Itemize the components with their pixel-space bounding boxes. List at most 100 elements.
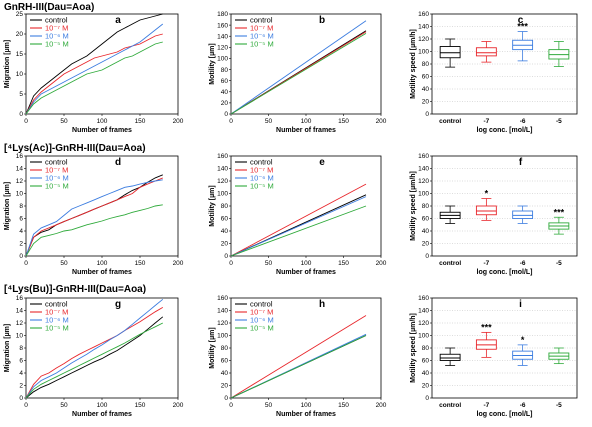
panel-d: 0 2 4 6 8 10 12 14 16 Migration [µm] d 0 50 100 150 200… <box>4 153 184 276</box>
x-axis-label: Number of frames <box>276 127 336 134</box>
legend-label-1e-6: 10⁻⁶ M <box>45 316 69 325</box>
x-tick-label: 0 <box>24 402 28 409</box>
y-tick-label: 20 <box>221 241 229 248</box>
significance-marker: * <box>521 335 525 345</box>
x-tick-label: 150 <box>338 260 349 267</box>
legend-label-control: control <box>45 300 68 309</box>
y-tick-label: 80 <box>422 345 430 352</box>
category-label: -6 <box>520 260 526 267</box>
legend-label-control: control <box>45 158 68 167</box>
category-label: -6 <box>520 118 526 125</box>
y-tick-label: 40 <box>422 86 430 93</box>
x-tick-label: 50 <box>60 118 68 125</box>
y-tick-label: 140 <box>418 308 429 315</box>
x-tick-label: 50 <box>265 118 273 125</box>
x-tick-label: 200 <box>173 118 184 125</box>
legend-label-1e-6: 10⁻⁶ M <box>45 32 69 41</box>
legend-label-1e-7: 10⁻⁷ M <box>250 24 273 33</box>
y-tick-label: 40 <box>422 228 430 235</box>
y-tick-label: 60 <box>221 216 229 223</box>
x-axis-label: log conc. [mol/L] <box>477 411 533 418</box>
panel-e: 0 20 40 60 80 100 120 140 160 Motility [µm] e 0 50 10… <box>209 153 387 276</box>
legend-label-control: control <box>45 16 68 25</box>
y-tick-label: 0 <box>224 253 228 260</box>
box-1e-7 <box>475 47 497 57</box>
panel-letter: h <box>319 299 325 310</box>
row-title-1: GnRH-III(Dau=Aoa) <box>4 2 94 13</box>
panel-letter: f <box>519 157 523 168</box>
y-tick-label: 25 <box>16 11 24 18</box>
panel-h: 0 20 40 60 80 100 120 140 160 Motility [µm] h 0 50 10… <box>209 295 387 418</box>
x-tick-label: 50 <box>60 260 68 267</box>
y-tick-label: 100 <box>217 333 228 340</box>
legend-label-1e-6: 10⁻⁶ M <box>250 174 274 183</box>
y-axis-label: Migration [µm] <box>4 182 11 230</box>
y-axis-label: Motility speed [µm/h] <box>410 171 417 241</box>
x-tick-label: 100 <box>97 402 108 409</box>
y-tick-label: 0 <box>224 395 228 402</box>
panel-i: 0 20 40 60 80 100 120 140 160 Motility speed [µm/… <box>410 295 578 418</box>
box-control <box>439 353 461 361</box>
series-line-1e-6 <box>25 23 164 115</box>
series-line-1e-6 <box>230 196 367 257</box>
panel-c: 0 20 40 60 80 100 120 140 160 Motility speed [µm/… <box>410 11 578 134</box>
y-tick-label: 2 <box>19 241 23 248</box>
y-tick-label: 6 <box>19 216 23 223</box>
y-tick-label: 120 <box>418 178 429 185</box>
category-label: control <box>439 260 461 267</box>
y-tick-label: 80 <box>422 61 430 68</box>
legend-label-control: control <box>250 16 273 25</box>
x-tick-label: 0 <box>24 260 28 267</box>
category-label: -5 <box>556 260 562 267</box>
y-tick-label: 60 <box>422 74 430 81</box>
x-axis-label: log conc. [mol/L] <box>477 269 533 276</box>
y-tick-label: 60 <box>221 358 229 365</box>
y-tick-label: 160 <box>217 153 228 160</box>
x-tick-label: 100 <box>97 260 108 267</box>
y-tick-label: 120 <box>418 36 429 43</box>
y-tick-label: 40 <box>221 228 229 235</box>
series-line-1e-5 <box>230 205 367 257</box>
panel-letter: g <box>115 299 121 310</box>
legend-label-1e-5: 10⁻⁵ M <box>45 182 69 191</box>
x-tick-label: 0 <box>24 118 28 125</box>
panel-letter: e <box>319 157 325 168</box>
y-tick-label: 0 <box>425 253 429 260</box>
x-tick-label: 50 <box>60 402 68 409</box>
y-tick-label: 100 <box>418 49 429 56</box>
y-tick-label: 10 <box>16 71 24 78</box>
series-line-control <box>25 13 163 115</box>
legend-label-1e-7: 10⁻⁷ M <box>250 308 273 317</box>
y-tick-label: 180 <box>217 11 228 18</box>
panel-letter: i <box>519 299 522 310</box>
x-tick-label: 150 <box>135 118 146 125</box>
y-tick-label: 140 <box>217 33 228 40</box>
y-tick-label: 140 <box>418 24 429 31</box>
category-label: -5 <box>556 402 562 409</box>
series-line-1e-7 <box>25 33 163 115</box>
x-tick-label: 100 <box>97 118 108 125</box>
y-tick-label: 140 <box>217 308 228 315</box>
series-line-1e-5 <box>25 204 163 257</box>
y-tick-label: 12 <box>16 178 24 185</box>
x-tick-label: 0 <box>229 260 233 267</box>
y-tick-label: 20 <box>422 99 430 106</box>
panel-letter: c <box>518 15 524 26</box>
legend-label-1e-6: 10⁻⁶ M <box>45 174 69 183</box>
y-tick-label: 0 <box>19 111 23 118</box>
panel-g: 0 2 4 6 8 10 12 14 16 Migration [µm] g 0 50 100 150 200… <box>4 295 184 418</box>
box-1e-7 <box>475 205 497 216</box>
y-tick-label: 20 <box>221 383 229 390</box>
series-line-1e-6 <box>25 179 163 257</box>
y-tick-label: 100 <box>217 56 228 63</box>
x-axis-label: Number of frames <box>72 411 132 418</box>
series-line-1e-6 <box>230 20 367 115</box>
y-tick-label: 10 <box>16 191 24 198</box>
category-label: -6 <box>520 402 526 409</box>
y-axis-label: Migration [µm] <box>4 324 11 372</box>
y-tick-label: 140 <box>418 166 429 173</box>
x-axis-label: Number of frames <box>276 411 336 418</box>
series-line-1e-7 <box>25 177 163 257</box>
y-tick-label: 0 <box>19 253 23 260</box>
y-tick-label: 0 <box>224 111 228 118</box>
